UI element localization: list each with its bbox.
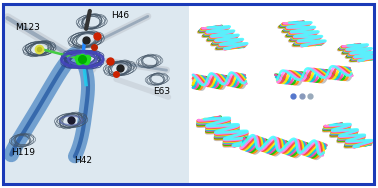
Text: H119: H119 [11,148,35,157]
Bar [4,4,189,183]
Text: H46: H46 [112,11,130,20]
Text: E63: E63 [153,87,170,96]
Text: H42: H42 [74,156,92,165]
Text: M123: M123 [15,23,40,32]
Bar [191,4,372,183]
